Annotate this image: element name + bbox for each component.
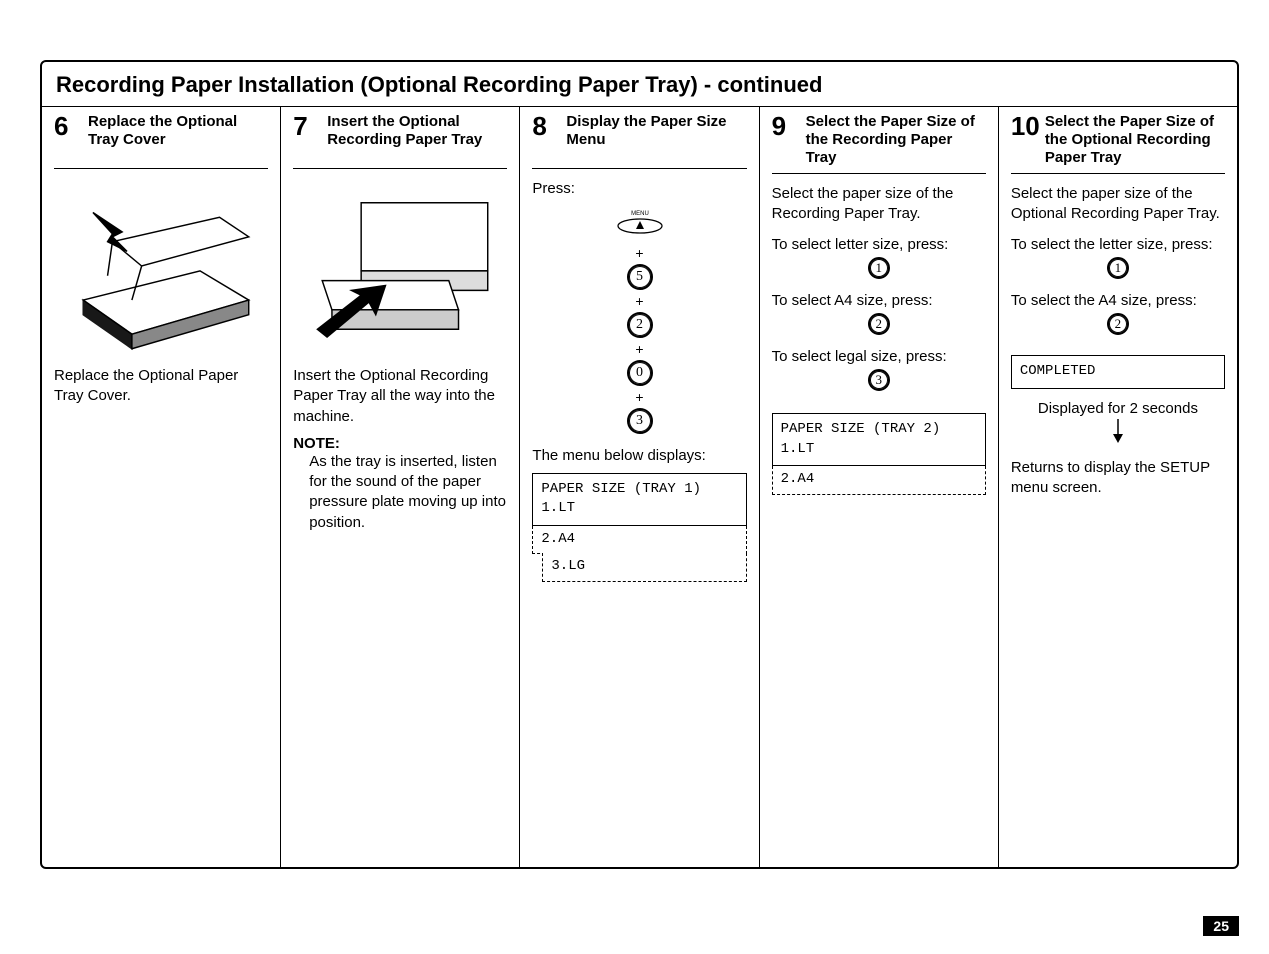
- step-head: 6 Replace the Optional Tray Cover: [54, 107, 268, 169]
- step-head: 9 Select the Paper Size of the Recording…: [772, 107, 986, 174]
- keypad-key: 1: [868, 257, 890, 279]
- lcd-line: 1.LT: [781, 440, 977, 460]
- lcd-line: PAPER SIZE (TRAY 2): [781, 420, 977, 440]
- select-letter-label: To select the letter size, press:: [1011, 235, 1225, 255]
- select-letter-label: To select letter size, press:: [772, 235, 986, 255]
- step-title: Replace the Optional Tray Cover: [88, 113, 268, 149]
- insert-tray-illustration: [293, 181, 507, 351]
- plus-icon: +: [532, 246, 746, 260]
- step-title: Select the Paper Size of the Recording P…: [806, 113, 986, 167]
- step-title: Display the Paper Size Menu: [566, 113, 746, 149]
- lcd-line: 1.LT: [541, 499, 737, 519]
- step-intro: Select the paper size of the Optional Re…: [1011, 184, 1225, 225]
- step-number: 10: [1011, 113, 1039, 139]
- keypad-key: 3: [868, 369, 890, 391]
- step-head: 10 Select the Paper Size of the Optional…: [1011, 107, 1225, 174]
- key-sequence: MENU + 5 + 2 + 0 + 3: [532, 203, 746, 436]
- menu-button-icon: MENU: [613, 207, 667, 240]
- keypad-key: 5: [627, 264, 653, 290]
- note-body: As the tray is inserted, listen for the …: [309, 452, 507, 533]
- step-10: 10 Select the Paper Size of the Optional…: [999, 107, 1237, 867]
- page-number: 25: [1203, 916, 1239, 936]
- step-title: Insert the Optional Recording Paper Tray: [327, 113, 507, 149]
- manual-page: Recording Paper Installation (Optional R…: [0, 0, 1269, 954]
- step-intro: Select the paper size of the Recording P…: [772, 184, 986, 225]
- step-number: 7: [293, 113, 321, 139]
- step-9: 9 Select the Paper Size of the Recording…: [760, 107, 999, 867]
- keypad-key: 1: [1107, 257, 1129, 279]
- section-box: Recording Paper Installation (Optional R…: [40, 60, 1239, 869]
- lcd-line: PAPER SIZE (TRAY 1): [541, 480, 737, 500]
- step-title: Select the Paper Size of the Optional Re…: [1045, 113, 1225, 167]
- step-head: 8 Display the Paper Size Menu: [532, 107, 746, 169]
- plus-icon: +: [532, 390, 746, 404]
- step-6: 6 Replace the Optional Tray Cover Replac…: [42, 107, 281, 867]
- keypad-key: 3: [627, 408, 653, 434]
- menu-below-label: The menu below displays:: [532, 446, 746, 466]
- select-legal-label: To select legal size, press:: [772, 347, 986, 367]
- lcd-display-ext: 2.A4: [532, 526, 746, 555]
- arrow-down-icon: [1011, 419, 1225, 448]
- step-head: 7 Insert the Optional Recording Paper Tr…: [293, 107, 507, 169]
- press-label: Press:: [532, 179, 746, 199]
- step-number: 8: [532, 113, 560, 139]
- menu-label: MENU: [631, 211, 649, 217]
- note-label: NOTE:: [293, 435, 507, 452]
- tray-cover-illustration: [54, 181, 268, 351]
- keypad-key: 2: [868, 313, 890, 335]
- columns: 6 Replace the Optional Tray Cover Replac…: [42, 106, 1237, 867]
- select-a4-label: To select A4 size, press:: [772, 291, 986, 311]
- section-title: Recording Paper Installation (Optional R…: [42, 62, 1237, 106]
- lcd-display: COMPLETED: [1011, 355, 1225, 389]
- plus-icon: +: [532, 294, 746, 308]
- lcd-display: PAPER SIZE (TRAY 2) 1.LT: [772, 413, 986, 466]
- step-body: Replace the Optional Paper Tray Cover.: [54, 366, 268, 407]
- step-7: 7 Insert the Optional Recording Paper Tr…: [281, 107, 520, 867]
- step-number: 9: [772, 113, 800, 139]
- keypad-key: 2: [1107, 313, 1129, 335]
- step-8: 8 Display the Paper Size Menu Press: MEN…: [520, 107, 759, 867]
- keypad-key: 2: [627, 312, 653, 338]
- lcd-display: PAPER SIZE (TRAY 1) 1.LT: [532, 473, 746, 526]
- lcd-display-ext: 2.A4: [772, 466, 986, 495]
- step-body: Insert the Optional Recording Paper Tray…: [293, 366, 507, 427]
- select-a4-label: To select the A4 size, press:: [1011, 291, 1225, 311]
- displayed-2s: Displayed for 2 seconds: [1011, 399, 1225, 419]
- step-number: 6: [54, 113, 82, 139]
- returns-text: Returns to display the SETUP menu screen…: [1011, 458, 1225, 499]
- lcd-display-ext: 3.LG: [542, 553, 746, 582]
- plus-icon: +: [532, 342, 746, 356]
- keypad-key: 0: [627, 360, 653, 386]
